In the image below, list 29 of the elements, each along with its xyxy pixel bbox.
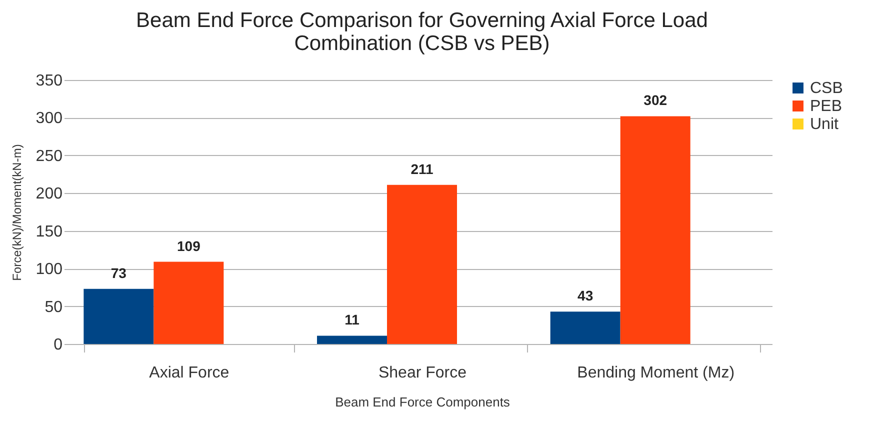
data-label: 43 xyxy=(578,288,594,304)
y-tick-label: 350 xyxy=(36,72,63,90)
x-tick-label: Shear Force xyxy=(378,364,467,382)
data-label: 109 xyxy=(176,238,201,254)
legend-label: PEB xyxy=(810,98,842,115)
chart-title: Beam End Force Comparison for Governing Axial Force Load Combination (CSB vs PEB) xyxy=(136,9,708,55)
bar xyxy=(550,312,620,344)
y-axis-title: Force(kN)/Moment(kN-m) xyxy=(10,144,24,281)
legend-label: CSB xyxy=(810,80,843,97)
x-tick-label: Axial Force xyxy=(149,364,230,382)
y-tick-label: 200 xyxy=(36,186,63,203)
bar xyxy=(387,184,457,344)
x-axis-title: Beam End Force Components xyxy=(335,394,510,410)
data-label: 302 xyxy=(644,92,668,108)
bar xyxy=(154,262,224,344)
y-tick-label: 300 xyxy=(36,110,63,128)
y-tick-label: 250 xyxy=(36,148,63,165)
bar xyxy=(84,288,154,344)
legend-label: Unit xyxy=(810,116,840,133)
bar xyxy=(317,336,387,344)
y-tick-label: 0 xyxy=(54,336,63,354)
y-tick-label: 100 xyxy=(36,261,63,278)
data-label: 73 xyxy=(110,264,127,281)
data-label: 11 xyxy=(344,312,360,328)
bar xyxy=(620,116,690,344)
x-tick-label: Bending Moment (Mz) xyxy=(577,364,735,382)
y-tick-label: 50 xyxy=(44,298,63,316)
y-tick-label: 150 xyxy=(36,223,63,240)
data-label: 211 xyxy=(410,160,434,177)
